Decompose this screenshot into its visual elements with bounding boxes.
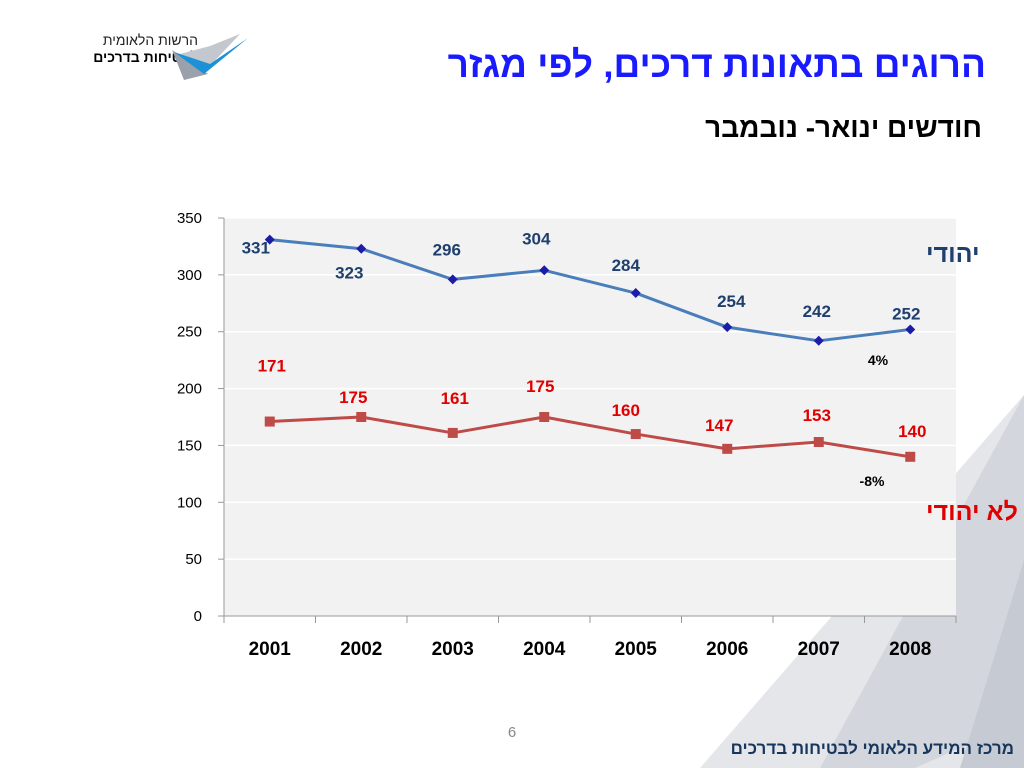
data-point-marker: [539, 412, 550, 422]
data-point-marker: [630, 429, 641, 440]
data-point-marker: [722, 322, 733, 333]
y-tick-label: 350: [177, 210, 202, 227]
y-tick-label: 0: [194, 608, 202, 625]
data-point-marker: [630, 288, 641, 299]
data-label: 147: [705, 416, 733, 435]
data-point-marker: [905, 324, 916, 335]
logo-line1: הרשות הלאומית: [102, 32, 198, 48]
data-label: 153: [803, 406, 831, 425]
data-label: 160: [612, 401, 640, 420]
x-tick-label: 2008: [889, 639, 931, 660]
logo-check-icon: [172, 34, 248, 80]
data-point-marker: [539, 265, 550, 276]
x-tick-label: 2006: [706, 639, 748, 660]
y-tick-label: 50: [185, 551, 202, 568]
series-label-jewish: יהודי: [926, 240, 980, 268]
data-point-marker: [813, 437, 824, 448]
data-label: 175: [339, 388, 367, 407]
y-tick-label: 150: [177, 437, 202, 454]
annotation-nonjewish-change: -8%: [860, 473, 885, 489]
data-label: 323: [335, 264, 363, 283]
logo-text: הרשות הלאומית לבטיחות בדרכים: [93, 32, 198, 66]
x-tick-label: 2005: [615, 639, 658, 660]
annotation-jewish-change: 4%: [868, 352, 889, 368]
data-point-marker: [813, 335, 824, 346]
x-tick-label: 2003: [432, 639, 474, 660]
y-tick-label: 100: [177, 494, 202, 511]
x-tick-label: 2004: [523, 639, 566, 660]
page-number: 6: [507, 724, 517, 741]
data-point-marker: [905, 451, 916, 462]
logo-line2: לבטיחות בדרכים: [93, 49, 198, 65]
data-label: 331: [242, 239, 270, 258]
y-tick-label: 200: [177, 381, 202, 398]
y-tick-label: 300: [177, 267, 202, 284]
x-tick-label: 2007: [798, 639, 840, 660]
x-tick-label: 2001: [249, 639, 292, 660]
data-label: 140: [898, 422, 926, 441]
data-point-marker: [447, 427, 458, 438]
data-label: 304: [522, 229, 551, 248]
data-point-marker: [722, 443, 733, 454]
data-label: 242: [803, 302, 831, 321]
data-label: 161: [441, 389, 469, 408]
data-point-marker: [356, 243, 367, 254]
data-label: 284: [612, 256, 641, 275]
data-point-marker: [447, 274, 458, 285]
x-tick-label: 2002: [340, 639, 382, 660]
series-line-1: [269, 415, 911, 459]
data-label: 296: [433, 240, 461, 259]
y-tick-label: 250: [177, 324, 202, 341]
logo: הרשות הלאומית לבטיחות בדרכים: [38, 30, 250, 86]
data-label: 254: [717, 292, 746, 311]
data-label: 252: [892, 304, 920, 323]
data-point-marker: [264, 416, 275, 427]
slide-subtitle: חודשים ינואר- נובמבר: [705, 112, 982, 143]
footer-text: מרכז המידע הלאומי לבטיחות בדרכים: [730, 739, 1014, 758]
series-line-0: [269, 238, 911, 343]
data-point-marker: [356, 412, 367, 422]
data-label: 175: [526, 377, 554, 396]
data-point-marker: [264, 234, 275, 245]
series-label-nonjewish: לא יהודי: [926, 498, 1018, 526]
data-label: 171: [258, 357, 286, 376]
slide-title: הרוגים בתאונות דרכים, לפי מגזר: [447, 44, 986, 85]
